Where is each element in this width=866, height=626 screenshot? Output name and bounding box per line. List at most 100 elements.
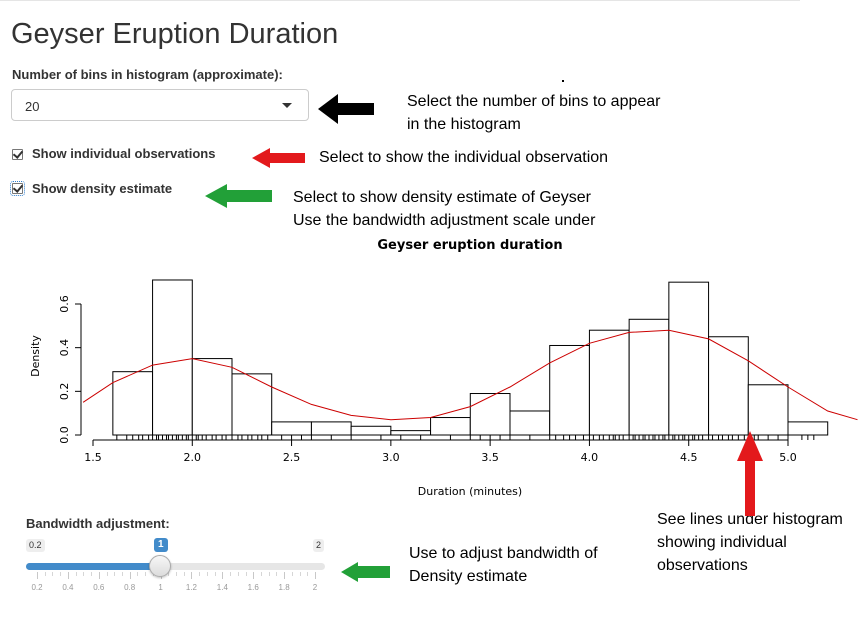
slider-minor-tick xyxy=(299,572,301,576)
slider-minor-tick xyxy=(176,572,177,576)
x-tick-label: 4.0 xyxy=(581,451,599,464)
histogram-bar xyxy=(509,410,551,436)
histogram-bar xyxy=(469,393,511,436)
slider-tick-label: 0.4 xyxy=(62,583,74,592)
slider-minor-tick xyxy=(214,572,216,576)
check-icon xyxy=(12,182,24,193)
annotation-density-line2: Use the bandwidth adjustment scale under xyxy=(293,212,596,229)
page-title: Geyser Eruption Duration xyxy=(11,18,339,50)
slider-minor-tick xyxy=(137,572,139,576)
slider-minor-tick xyxy=(307,572,309,576)
black-arrow-icon xyxy=(318,94,374,124)
chart-title: Geyser eruption duration xyxy=(377,238,562,253)
stray-dot xyxy=(562,80,564,82)
chevron-down-icon[interactable] xyxy=(282,103,292,108)
histogram-bar xyxy=(787,421,829,436)
slider-minor-tick xyxy=(121,572,123,576)
slider-tick-label: 1.6 xyxy=(247,583,259,592)
slider-minor-tick xyxy=(83,572,85,576)
x-tick-label: 2.5 xyxy=(283,451,301,464)
slider-tick-label: 2 xyxy=(312,583,318,592)
slider-minor-tick xyxy=(245,572,247,576)
slider-major-tick xyxy=(37,572,38,579)
slider-tick-label: 1.2 xyxy=(185,583,197,592)
slider-minor-tick xyxy=(145,572,147,576)
histogram-bar xyxy=(390,430,432,436)
x-tick-label: 3.5 xyxy=(481,451,499,464)
x-tick-label: 5.0 xyxy=(779,451,797,464)
annotation-rug-line2: showing individual xyxy=(657,534,787,551)
slider-minor-tick xyxy=(268,572,270,576)
slider-minor-tick xyxy=(183,572,185,576)
density-curve xyxy=(82,329,858,421)
slider-minor-tick xyxy=(44,572,46,576)
bins-select[interactable]: 20 xyxy=(11,89,309,121)
histogram-chart: Geyser eruption duration Density Duratio… xyxy=(29,238,858,498)
histogram-bar xyxy=(668,281,710,436)
slider-tick-label: 1.4 xyxy=(216,583,228,592)
histogram-bar xyxy=(549,344,590,436)
red-arrow-icon xyxy=(252,148,305,168)
red-up-arrow-icon xyxy=(737,431,763,516)
slider-minor-tick xyxy=(230,572,232,576)
chart-y-axis-label: Density xyxy=(29,335,42,377)
slider-fill xyxy=(26,563,160,570)
density-estimate-checkbox[interactable] xyxy=(10,181,25,196)
slider-minor-tick xyxy=(260,572,262,576)
slider-minor-tick xyxy=(52,572,54,576)
x-tick-label: 3.0 xyxy=(382,451,400,464)
histogram-bar xyxy=(350,425,392,436)
slider-minor-tick xyxy=(114,572,116,576)
bandwidth-label: Bandwidth adjustment: xyxy=(26,516,170,531)
x-tick-label: 4.5 xyxy=(680,451,698,464)
slider-minor-tick xyxy=(60,572,62,576)
histogram-bar xyxy=(271,421,312,436)
histogram-bar xyxy=(152,279,193,436)
green-arrow-icon xyxy=(205,184,272,208)
y-tick-label: 0.2 xyxy=(58,383,71,401)
y-tick-label: 0.6 xyxy=(58,295,71,313)
slider-minor-tick xyxy=(199,572,201,576)
individual-observations-label[interactable]: Show individual observations xyxy=(32,146,216,161)
annotation-obs: Select to show the individual observatio… xyxy=(319,149,609,166)
annotation-density-line1: Select to show density estimate of Geyse… xyxy=(293,189,591,206)
annotation-bw-line2: Density estimate xyxy=(409,568,528,585)
annotation-bins-line1: Select the number of bins to appear xyxy=(407,93,661,110)
slider-major-tick xyxy=(222,572,224,579)
slider-tick-label: 0.8 xyxy=(124,583,136,592)
green-arrow-icon xyxy=(341,562,390,582)
annotation-bins-line2: in the histogram xyxy=(407,116,521,133)
slider-tick-label: 1 xyxy=(158,583,163,592)
histogram-bar xyxy=(588,329,630,436)
top-border xyxy=(0,0,800,1)
slider-value-label: 1 xyxy=(154,538,168,552)
slider-max-label: 2 xyxy=(313,539,325,552)
histogram-bar xyxy=(708,336,749,436)
histogram-bar xyxy=(628,318,670,436)
slider-minor-tick xyxy=(206,572,208,576)
slider-minor-tick xyxy=(168,572,170,576)
x-tick-label: 1.5 xyxy=(84,451,102,464)
slider-tick-label: 1.8 xyxy=(278,583,290,592)
slider-major-tick xyxy=(98,572,100,579)
slider-track[interactable] xyxy=(26,563,325,570)
density-estimate-label[interactable]: Show density estimate xyxy=(32,181,173,196)
slider-min-label: 0.2 xyxy=(26,539,45,552)
y-tick-label: 0.0 xyxy=(58,426,71,444)
chart-x-axis-label: Duration (minutes) xyxy=(418,485,522,498)
individual-observations-checkbox[interactable] xyxy=(12,148,24,160)
slider-handle[interactable] xyxy=(149,555,171,577)
y-tick-label: 0.4 xyxy=(58,339,71,357)
slider-major-tick xyxy=(67,572,69,579)
slider-major-tick xyxy=(191,572,193,579)
slider-major-tick xyxy=(129,572,131,579)
slider-minor-tick xyxy=(276,572,278,576)
histogram-bar xyxy=(747,384,789,436)
histogram-bar xyxy=(191,358,233,436)
annotation-bw-line1: Use to adjust bandwidth of xyxy=(409,545,598,562)
annotation-rug-line1: See lines under histogram xyxy=(657,511,843,528)
slider-minor-tick xyxy=(75,572,77,576)
slider-major-tick xyxy=(253,572,255,579)
check-icon xyxy=(12,148,24,159)
histogram-bar xyxy=(231,373,273,436)
